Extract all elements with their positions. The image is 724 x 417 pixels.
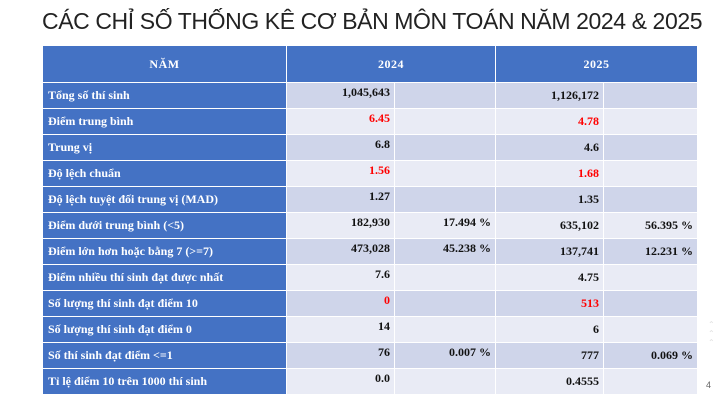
watermark-decoration: ⌃ ⌃ ⌃ [708, 320, 715, 347]
table-row: Độ lệch chuẩn 1.56 1.68 [42, 160, 698, 187]
table-row: Số lượng thí sinh đạt điểm 0 14 6 [42, 316, 698, 343]
percent-2024: 45.238 % [394, 238, 496, 265]
table-body: Tổng số thí sinh 1,045,643 1,126,172 Điểm t… [42, 82, 698, 395]
percent-2025 [603, 290, 698, 317]
row-label: Tổng số thí sinh [42, 82, 287, 109]
value-2025: 1.68 [495, 160, 604, 187]
row-label: Số lượng thí sinh đạt điểm 0 [42, 316, 287, 343]
row-label: Trung vị [42, 134, 287, 161]
value-2024: 182,930 [286, 212, 395, 239]
header-2024: 2024 [286, 45, 496, 83]
percent-2025 [603, 82, 698, 109]
table-row: Điểm nhiều thí sinh đạt được nhất 7.6 4.75 [42, 264, 698, 291]
table-row: Tổng số thí sinh 1,045,643 1,126,172 [42, 82, 698, 109]
value-2024: 14 [286, 316, 395, 343]
value-2024: 6.8 [286, 134, 395, 161]
percent-2025: 12.231 % [603, 238, 698, 265]
value-2025: 4.75 [495, 264, 604, 291]
value-2024: 0 [286, 290, 395, 317]
value-2025: 0.4555 [495, 368, 604, 395]
table-row: Điểm trung bình 6.45 4.78 [42, 108, 698, 135]
table-row: Số lượng thí sinh đạt điểm 10 0 513 [42, 290, 698, 317]
percent-2024 [394, 82, 496, 109]
row-label: Điểm lớn hơn hoặc bằng 7 (>=7) [42, 238, 287, 265]
table-header-row: NĂM 2024 2025 [42, 45, 698, 83]
table-row: Số thí sinh đạt điểm <=1 76 0.007 % 777 0.06… [42, 342, 698, 369]
percent-2024 [394, 290, 496, 317]
value-2025: 4.6 [495, 134, 604, 161]
percent-2024: 0.007 % [394, 342, 496, 369]
value-2025: 6 [495, 316, 604, 343]
table-row: Độ lệch tuyệt đối trung vị (MAD) 1.27 1.35 [42, 186, 698, 213]
table-row: Tỉ lệ điểm 10 trên 1000 thí sinh 0.0 0.455… [42, 368, 698, 395]
percent-2025 [603, 368, 698, 395]
table-row: Điểm lớn hơn hoặc bằng 7 (>=7) 473,028 45.… [42, 238, 698, 265]
percent-2024 [394, 368, 496, 395]
row-label: Số thí sinh đạt điểm <=1 [42, 342, 287, 369]
row-label: Độ lệch tuyệt đối trung vị (MAD) [42, 186, 287, 213]
row-label: Điểm nhiều thí sinh đạt được nhất [42, 264, 287, 291]
value-2024: 473,028 [286, 238, 395, 265]
value-2025: 137,741 [495, 238, 604, 265]
value-2025: 777 [495, 342, 604, 369]
row-label: Độ lệch chuẩn [42, 160, 287, 187]
percent-2024 [394, 134, 496, 161]
header-2025: 2025 [495, 45, 698, 83]
row-label: Số lượng thí sinh đạt điểm 10 [42, 290, 287, 317]
value-2025: 635,102 [495, 212, 604, 239]
value-2025: 4.78 [495, 108, 604, 135]
percent-2024 [394, 264, 496, 291]
value-2024: 1.27 [286, 186, 395, 213]
value-2024: 0.0 [286, 368, 395, 395]
table-row: Điểm dưới trung bình (<5) 182,930 17.494 %… [42, 212, 698, 239]
row-label: Tỉ lệ điểm 10 trên 1000 thí sinh [42, 368, 287, 395]
header-year: NĂM [42, 45, 287, 83]
value-2024: 76 [286, 342, 395, 369]
value-2025: 513 [495, 290, 604, 317]
percent-2024 [394, 160, 496, 187]
slide-title: CÁC CHỈ SỐ THỐNG KÊ CƠ BẢN MÔN TOÁN NĂM … [42, 8, 703, 34]
value-2025: 1.35 [495, 186, 604, 213]
percent-2025 [603, 186, 698, 213]
value-2025: 1,126,172 [495, 82, 604, 109]
percent-2025 [603, 160, 698, 187]
percent-2025 [603, 108, 698, 135]
value-2024: 1,045,643 [286, 82, 395, 109]
table-row: Trung vị 6.8 4.6 [42, 134, 698, 161]
percent-2024 [394, 316, 496, 343]
percent-2025 [603, 264, 698, 291]
percent-2024: 17.494 % [394, 212, 496, 239]
percent-2024 [394, 186, 496, 213]
percent-2025: 56.395 % [603, 212, 698, 239]
value-2024: 6.45 [286, 108, 395, 135]
percent-2025 [603, 316, 698, 343]
percent-2024 [394, 108, 496, 135]
row-label: Điểm dưới trung bình (<5) [42, 212, 287, 239]
percent-2025: 0.069 % [603, 342, 698, 369]
percent-2025 [603, 134, 698, 161]
row-label: Điểm trung bình [42, 108, 287, 135]
value-2024: 7.6 [286, 264, 395, 291]
value-2024: 1.56 [286, 160, 395, 187]
statistics-table: NĂM 2024 2025 Tổng số thí sinh 1,045,643 1… [42, 45, 698, 395]
page-number: 4 [706, 380, 712, 390]
